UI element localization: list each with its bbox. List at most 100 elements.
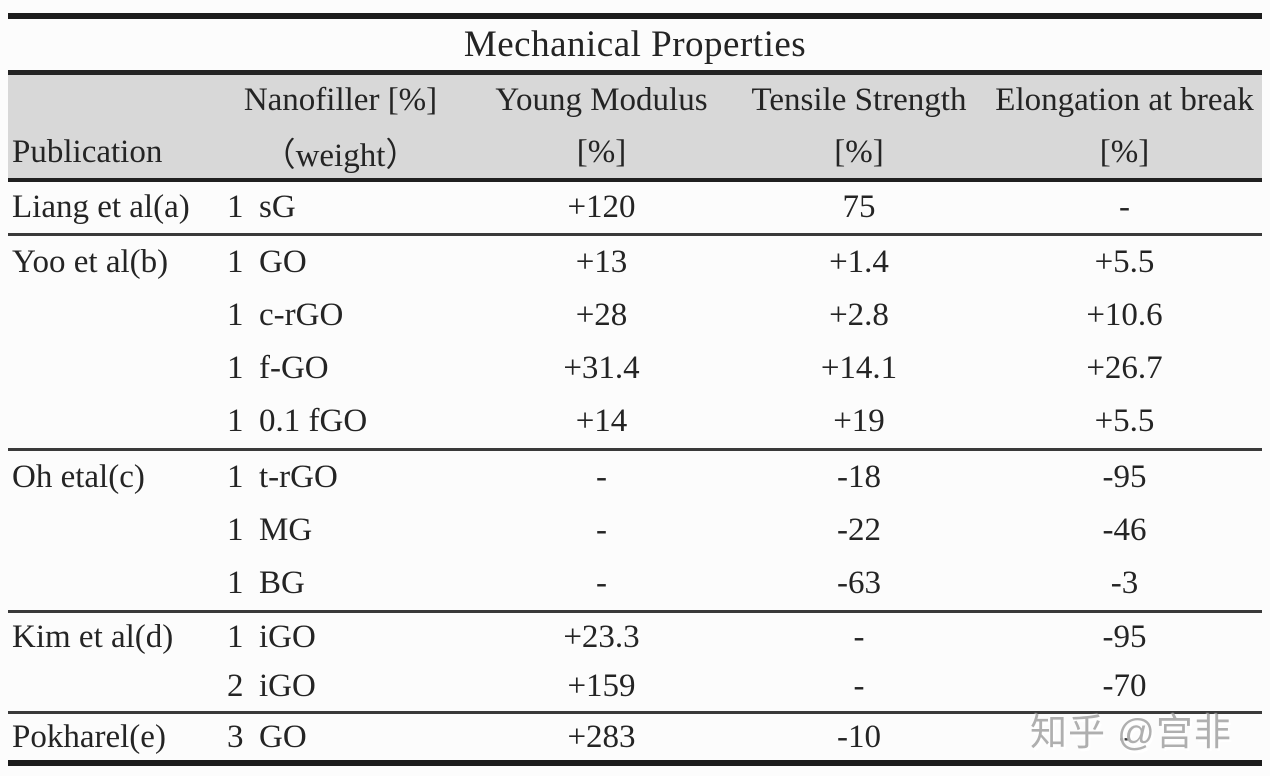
young-modulus-value: +159 (567, 668, 636, 704)
nanofiller-name: iGO (259, 668, 316, 704)
elongation-value: +5.5 (1094, 244, 1155, 280)
young-modulus-value: +14 (575, 403, 628, 439)
nanofiller-amount: 1 (227, 297, 244, 333)
nanofiller-cell: 1 t-rGO (227, 451, 454, 504)
table-row: 1 0.1 fGO +14 +19 +5.5 (8, 395, 1262, 451)
young-modulus-value: - (596, 459, 607, 495)
table-header: Nanofiller [%] Young Modulus Tensile Str… (8, 75, 1262, 178)
nanofiller-cell: 3 GO (227, 714, 454, 760)
nanofiller-amount: 1 (227, 244, 244, 280)
nanofiller-cell: 1 c-rGO (227, 289, 454, 342)
nanofiller-amount: 1 (227, 403, 244, 439)
publication-cell: Liang et al(a) (12, 189, 190, 225)
nanofiller-cell: 1 sG (227, 182, 454, 233)
table-row: 1 MG - -22 -46 (8, 504, 1262, 557)
table-row: 1 BG - -63 -3 (8, 557, 1262, 613)
young-modulus-value: +28 (575, 297, 628, 333)
tensile-strength-value: - (853, 619, 865, 655)
publication-cell (8, 557, 227, 610)
publication-cell (8, 662, 227, 711)
tensile-strength-value: -18 (837, 459, 881, 495)
table-row: Oh etal(c) 1 t-rGO - -18 -95 (8, 451, 1262, 504)
young-modulus-value: +13 (575, 244, 628, 280)
tensile-strength-value: 75 (842, 189, 876, 225)
nanofiller-name: GO (259, 244, 307, 280)
publication-cell: Kim et al(d) (12, 619, 174, 655)
header-tensile-strength: Tensile Strength (751, 82, 967, 119)
tensile-strength-value: -63 (837, 565, 881, 601)
nanofiller-name: t-rGO (259, 459, 338, 495)
publication-cell: Yoo et al(b) (12, 244, 169, 280)
nanofiller-amount: 3 (227, 718, 244, 755)
header-publication: Publication (12, 133, 163, 170)
nanofiller-cell: 1 MG (227, 504, 454, 557)
young-modulus-value: +31.4 (563, 350, 640, 386)
tensile-strength-value: +19 (833, 403, 885, 439)
nanofiller-cell: 1 BG (227, 557, 454, 610)
young-modulus-value: +23.3 (563, 619, 640, 655)
table-row: Pokharel(e) 3 GO +283 -10 - (8, 714, 1262, 760)
header-young-modulus-unit: [%] (576, 133, 627, 170)
header-row-2: Publication （weight） [%] [%] [%] (8, 127, 1262, 179)
nanofiller-cell: 2 iGO (227, 662, 454, 711)
table-row: 1 f-GO +31.4 +14.1 +26.7 (8, 342, 1262, 395)
publication-cell: Oh etal(c) (12, 459, 145, 495)
header-tensile-strength-unit: [%] (834, 133, 884, 170)
table-row: 2 iGO +159 - -70 (8, 662, 1262, 714)
nanofiller-name: 0.1 fGO (259, 403, 368, 439)
nanofiller-name: GO (259, 718, 307, 755)
table-row: Liang et al(a) 1 sG +120 75 - (8, 182, 1262, 236)
nanofiller-name: f-GO (259, 350, 329, 386)
nanofiller-amount: 1 (227, 565, 244, 601)
header-nanofiller: Nanofiller [%] (243, 82, 438, 119)
nanofiller-amount: 1 (227, 459, 244, 495)
header-row-1: Nanofiller [%] Young Modulus Tensile Str… (8, 75, 1262, 127)
publication-cell (8, 342, 227, 395)
tensile-strength-value: +2.8 (829, 297, 889, 333)
table-bottom-rule (8, 760, 1262, 766)
elongation-value: +10.6 (1086, 297, 1163, 333)
young-modulus-value: - (596, 565, 607, 601)
nanofiller-amount: 1 (227, 512, 244, 548)
elongation-value: -46 (1102, 512, 1147, 548)
publication-cell (8, 289, 227, 342)
header-bottom-rule (8, 178, 1262, 182)
elongation-value: -95 (1102, 619, 1147, 655)
table-row: Kim et al(d) 1 iGO +23.3 - -95 (8, 613, 1262, 662)
table-row: 1 c-rGO +28 +2.8 +10.6 (8, 289, 1262, 342)
elongation-value: - (1119, 718, 1130, 755)
elongation-value: -3 (1110, 565, 1139, 601)
nanofiller-amount: 1 (227, 189, 244, 225)
header-elongation-unit: [%] (1099, 133, 1150, 170)
nanofiller-cell: 1 iGO (227, 613, 454, 662)
mechanical-properties-table: Mechanical Properties Nanofiller [%] You… (8, 13, 1262, 766)
nanofiller-name: c-rGO (259, 297, 344, 333)
tensile-strength-value: -22 (837, 512, 881, 548)
nanofiller-name: iGO (259, 619, 316, 655)
young-modulus-value: +120 (567, 189, 636, 225)
tensile-strength-value: - (853, 668, 865, 704)
elongation-value: +26.7 (1086, 350, 1163, 386)
tensile-strength-value: -10 (837, 718, 881, 755)
young-modulus-value: - (596, 512, 607, 548)
publication-cell (8, 395, 227, 448)
nanofiller-name: BG (259, 565, 305, 601)
header-elongation: Elongation at break (995, 82, 1254, 119)
nanofiller-amount: 1 (227, 619, 244, 655)
publication-cell (8, 504, 227, 557)
table-row: Yoo et al(b) 1 GO +13 +1.4 +5.5 (8, 236, 1262, 289)
nanofiller-amount: 1 (227, 350, 244, 386)
header-publication-spacer (8, 75, 227, 127)
tensile-strength-value: +1.4 (829, 244, 889, 280)
elongation-value: +5.5 (1094, 403, 1155, 439)
young-modulus-value: +283 (567, 718, 636, 755)
nanofiller-cell: 1 0.1 fGO (227, 395, 454, 448)
header-young-modulus: Young Modulus (495, 82, 708, 119)
nanofiller-amount: 2 (227, 668, 244, 704)
nanofiller-name: sG (259, 189, 296, 225)
nanofiller-name: MG (259, 512, 313, 548)
elongation-value: - (1119, 189, 1130, 225)
tensile-strength-value: +14.1 (820, 350, 898, 386)
nanofiller-cell: 1 f-GO (227, 342, 454, 395)
